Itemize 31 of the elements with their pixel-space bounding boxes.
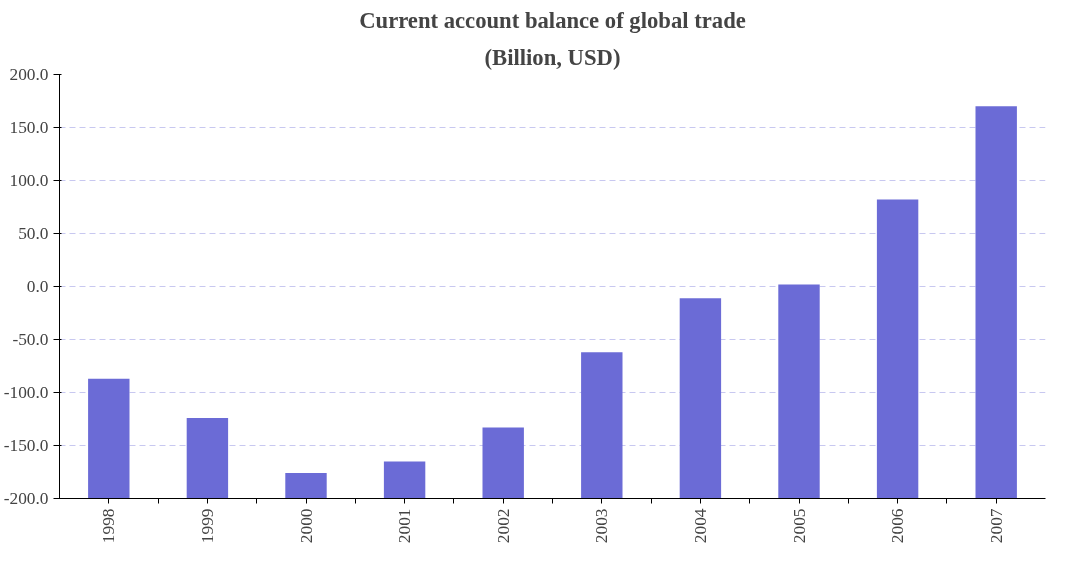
x-tick-label: 2007	[986, 508, 1006, 544]
y-tick-label: -150.0	[3, 436, 49, 455]
chart-subtitle: (Billion, USD)	[484, 44, 621, 70]
x-tick-label: 2005	[789, 508, 809, 544]
x-tick-label: 1998	[99, 508, 119, 544]
chart-title: Current account balance of global trade	[359, 7, 746, 33]
x-tick-label: 2006	[888, 508, 908, 544]
y-tick-label: -100.0	[3, 383, 49, 402]
y-tick-label: 100.0	[9, 171, 49, 190]
y-tick-label: 0.0	[26, 277, 49, 296]
y-tick-label: 200.0	[9, 65, 49, 84]
bar	[975, 106, 1017, 499]
x-tick-label: 2001	[395, 508, 415, 544]
bar	[186, 417, 229, 499]
y-tick-label: -200.0	[3, 489, 49, 508]
x-tick-label: 2003	[592, 508, 612, 544]
y-tick-label: 50.0	[18, 224, 49, 243]
bar	[679, 298, 722, 499]
x-tick-label: 2000	[296, 508, 316, 544]
bar	[88, 378, 130, 499]
bar	[876, 199, 919, 499]
bar	[778, 284, 820, 499]
x-tick-label: 2002	[493, 508, 513, 544]
y-tick-label: 150.0	[9, 118, 49, 137]
bar	[285, 473, 327, 499]
bar	[482, 427, 524, 499]
bar	[383, 461, 426, 499]
y-tick-label: -50.0	[12, 330, 49, 349]
bar	[581, 352, 623, 499]
x-tick-label: 2004	[690, 508, 710, 544]
x-tick-label: 1999	[197, 508, 217, 544]
